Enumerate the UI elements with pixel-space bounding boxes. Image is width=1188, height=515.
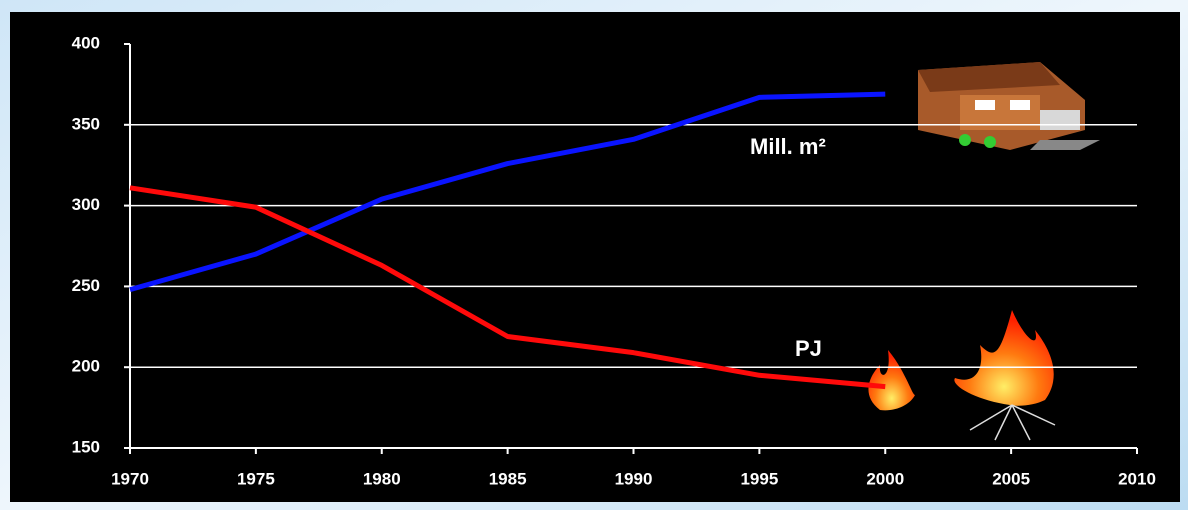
y-tick-label: 200 bbox=[72, 357, 100, 376]
series-label: Mill. m² bbox=[750, 134, 826, 159]
y-tick-label: 150 bbox=[72, 437, 100, 456]
y-tick-label: 300 bbox=[72, 195, 100, 214]
y-tick-label: 250 bbox=[72, 276, 100, 295]
large-flame-icon bbox=[954, 310, 1056, 441]
x-tick-label: 1990 bbox=[615, 469, 653, 488]
x-tick-label: 1970 bbox=[111, 469, 149, 488]
x-tick-label: 2010 bbox=[1118, 469, 1156, 488]
y-tick-label: 350 bbox=[72, 114, 100, 133]
x-tick-label: 2000 bbox=[866, 469, 904, 488]
x-tick-label: 1980 bbox=[363, 469, 401, 488]
data-line bbox=[129, 185, 886, 390]
x-tick-label: 2005 bbox=[992, 469, 1030, 488]
x-tick-label: 1995 bbox=[740, 469, 778, 488]
x-tick-label: 1985 bbox=[489, 469, 527, 488]
small-flame-icon bbox=[868, 350, 915, 411]
y-tick-label: 400 bbox=[72, 33, 100, 52]
series-label: PJ bbox=[795, 336, 822, 361]
data-line bbox=[129, 91, 886, 293]
x-tick-label: 1975 bbox=[237, 469, 275, 488]
